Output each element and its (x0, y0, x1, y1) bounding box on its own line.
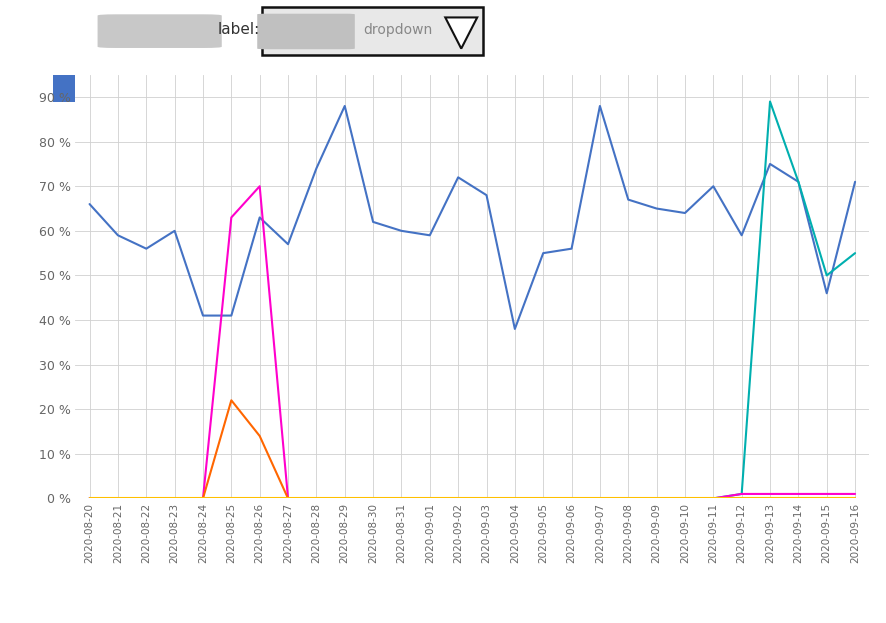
FancyBboxPatch shape (97, 14, 222, 48)
Text: You: You (121, 81, 143, 93)
FancyBboxPatch shape (505, 75, 563, 102)
FancyBboxPatch shape (656, 75, 713, 102)
Polygon shape (445, 17, 477, 49)
Text: r         au: r au (245, 81, 302, 93)
Text: label:: label: (217, 22, 260, 37)
FancyBboxPatch shape (53, 75, 111, 102)
Text: r          .com: r .com (405, 81, 481, 93)
FancyBboxPatch shape (337, 75, 394, 102)
FancyBboxPatch shape (177, 75, 235, 102)
FancyBboxPatch shape (261, 7, 483, 55)
Text: dropdown: dropdown (363, 23, 432, 37)
Text: c          .com: c .com (724, 81, 802, 93)
Text: p        .com: p .com (573, 81, 644, 93)
FancyBboxPatch shape (257, 14, 354, 49)
